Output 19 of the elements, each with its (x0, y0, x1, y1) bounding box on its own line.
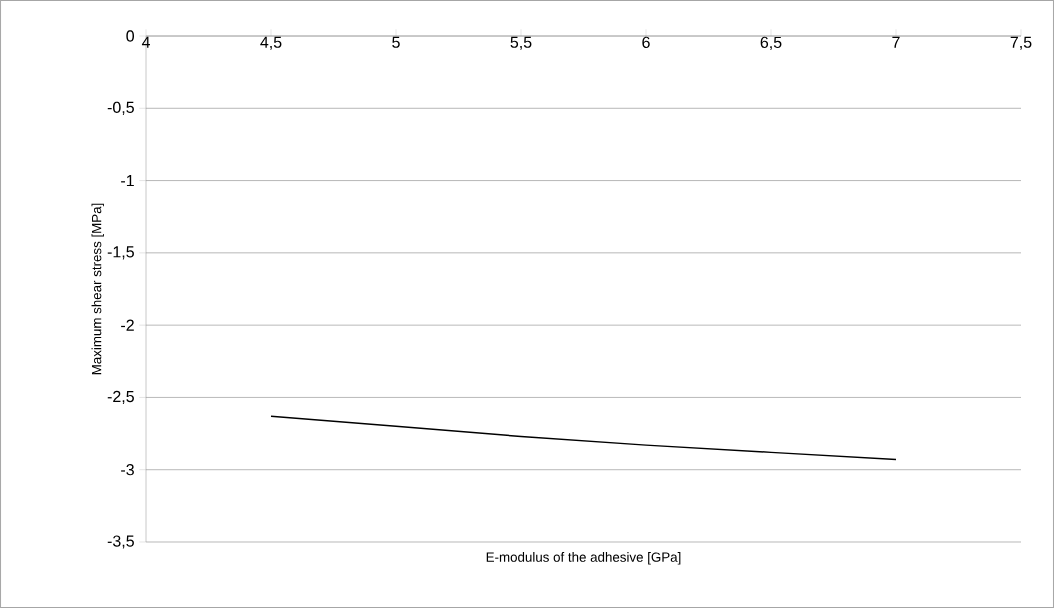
line-series (270, 415, 897, 461)
y-tick-label: -3,5 (107, 535, 134, 549)
y-axis-title: Maximum shear stress [MPa] (91, 203, 104, 375)
x-tick-label: 5,5 (510, 36, 532, 50)
x-tick-label: 7 (892, 36, 900, 48)
y-tick-label: 0 (126, 30, 135, 42)
x-tick-label: 7,5 (1010, 36, 1032, 50)
y-tick-label: -3 (121, 464, 134, 476)
x-tick-label: 5 (392, 36, 400, 48)
x-tick-label: 6,5 (760, 36, 782, 50)
y-tick-label: -1 (121, 175, 134, 187)
y-tick-label: -0,5 (107, 101, 134, 115)
x-tick-label: 4,5 (260, 36, 282, 50)
x-axis-title: E-modulus of the adhesive [GPa] (486, 552, 681, 565)
y-tick-label: -2,5 (107, 390, 134, 405)
x-tick-label: 6 (642, 36, 650, 49)
y-tick-label: -2 (121, 319, 134, 331)
y-tick-label: -1,5 (107, 246, 134, 260)
x-tick-label: 4 (141, 36, 150, 48)
